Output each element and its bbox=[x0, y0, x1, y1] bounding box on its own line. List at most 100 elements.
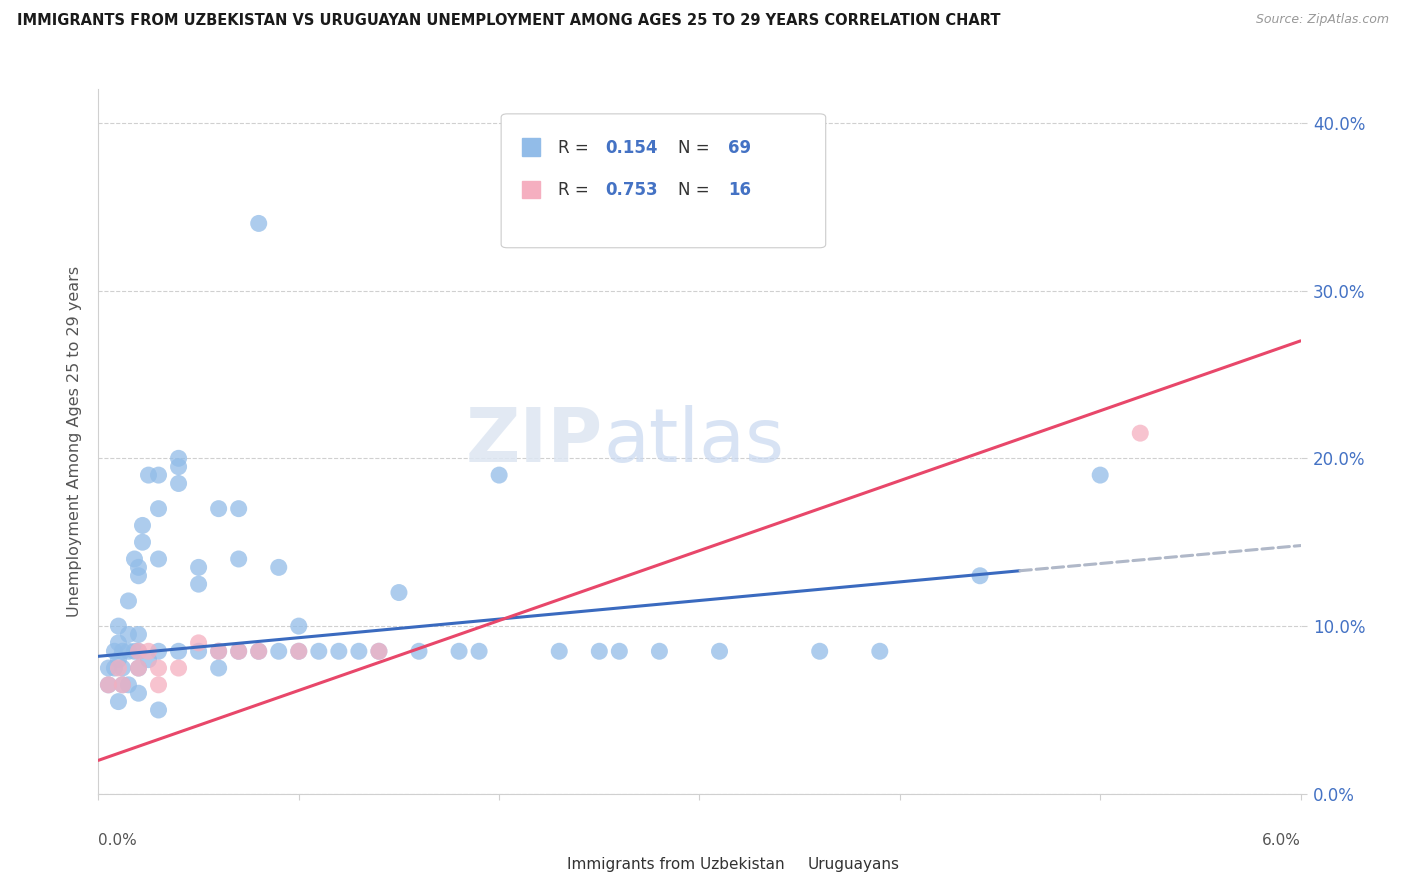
Point bbox=[124, 552, 146, 566]
Text: 0.753: 0.753 bbox=[606, 181, 658, 199]
Point bbox=[131, 535, 153, 549]
Point bbox=[347, 644, 370, 658]
Point bbox=[107, 619, 129, 633]
Point bbox=[969, 568, 991, 582]
Point bbox=[709, 644, 731, 658]
Point bbox=[267, 560, 290, 574]
Point bbox=[128, 644, 150, 658]
Point bbox=[208, 501, 231, 516]
Text: Source: ZipAtlas.com: Source: ZipAtlas.com bbox=[1256, 13, 1389, 27]
Point bbox=[228, 552, 250, 566]
Point bbox=[107, 653, 129, 667]
Point bbox=[97, 678, 120, 692]
Text: Uruguayans: Uruguayans bbox=[807, 857, 900, 871]
Point bbox=[128, 644, 150, 658]
Point bbox=[111, 678, 134, 692]
Point bbox=[111, 661, 134, 675]
Point bbox=[308, 644, 330, 658]
Point bbox=[167, 451, 190, 466]
Point bbox=[128, 560, 150, 574]
Point bbox=[388, 585, 411, 599]
Point bbox=[138, 653, 160, 667]
Point bbox=[609, 644, 631, 658]
FancyBboxPatch shape bbox=[531, 855, 558, 872]
Point bbox=[288, 619, 311, 633]
Point bbox=[148, 703, 170, 717]
Y-axis label: Unemployment Among Ages 25 to 29 years: Unemployment Among Ages 25 to 29 years bbox=[67, 266, 83, 617]
Point bbox=[328, 644, 350, 658]
Point bbox=[368, 644, 391, 658]
FancyBboxPatch shape bbox=[501, 114, 825, 248]
Point bbox=[288, 644, 311, 658]
Point bbox=[107, 636, 129, 650]
Point bbox=[187, 577, 209, 591]
Point bbox=[548, 644, 571, 658]
Point bbox=[228, 644, 250, 658]
Point bbox=[208, 644, 231, 658]
Point bbox=[128, 686, 150, 700]
Point bbox=[97, 661, 120, 675]
Point bbox=[128, 661, 150, 675]
Text: 16: 16 bbox=[728, 181, 751, 199]
Text: 6.0%: 6.0% bbox=[1261, 832, 1301, 847]
Point bbox=[107, 661, 129, 675]
Point bbox=[247, 644, 270, 658]
FancyBboxPatch shape bbox=[772, 855, 799, 872]
Point bbox=[167, 476, 190, 491]
Point bbox=[408, 644, 430, 658]
Text: atlas: atlas bbox=[603, 405, 785, 478]
Text: R =: R = bbox=[558, 181, 593, 199]
Point bbox=[117, 594, 139, 608]
Point bbox=[148, 661, 170, 675]
Point bbox=[1129, 426, 1152, 441]
FancyBboxPatch shape bbox=[522, 138, 540, 156]
Point bbox=[148, 644, 170, 658]
Point bbox=[124, 644, 146, 658]
Point bbox=[128, 661, 150, 675]
Point bbox=[167, 661, 190, 675]
Text: 0.0%: 0.0% bbox=[98, 832, 138, 847]
Point bbox=[228, 501, 250, 516]
Point bbox=[167, 644, 190, 658]
Text: Immigrants from Uzbekistan: Immigrants from Uzbekistan bbox=[567, 857, 785, 871]
Point bbox=[107, 695, 129, 709]
Point bbox=[187, 644, 209, 658]
Text: 69: 69 bbox=[728, 138, 751, 157]
Text: 0.154: 0.154 bbox=[606, 138, 658, 157]
Point bbox=[247, 644, 270, 658]
Point bbox=[1090, 468, 1112, 483]
Point bbox=[187, 636, 209, 650]
Point bbox=[111, 644, 134, 658]
Point bbox=[97, 678, 120, 692]
Text: IMMIGRANTS FROM UZBEKISTAN VS URUGUAYAN UNEMPLOYMENT AMONG AGES 25 TO 29 YEARS C: IMMIGRANTS FROM UZBEKISTAN VS URUGUAYAN … bbox=[17, 13, 1001, 29]
FancyBboxPatch shape bbox=[522, 181, 540, 198]
Point bbox=[167, 459, 190, 474]
Point bbox=[138, 644, 160, 658]
Point bbox=[228, 644, 250, 658]
Point bbox=[148, 501, 170, 516]
Point bbox=[208, 661, 231, 675]
Point bbox=[187, 560, 209, 574]
Point bbox=[869, 644, 891, 658]
Point bbox=[808, 644, 831, 658]
Point bbox=[648, 644, 671, 658]
Point bbox=[117, 644, 139, 658]
Point bbox=[148, 468, 170, 483]
Point bbox=[468, 644, 491, 658]
Text: N =: N = bbox=[678, 138, 714, 157]
Point bbox=[103, 661, 125, 675]
Point bbox=[148, 552, 170, 566]
Point bbox=[208, 644, 231, 658]
Text: R =: R = bbox=[558, 138, 593, 157]
Text: ZIP: ZIP bbox=[465, 405, 603, 478]
Point bbox=[488, 468, 510, 483]
Point bbox=[131, 518, 153, 533]
Point bbox=[247, 216, 270, 230]
Point bbox=[148, 678, 170, 692]
Point bbox=[103, 644, 125, 658]
Point bbox=[368, 644, 391, 658]
Point bbox=[111, 678, 134, 692]
Point bbox=[128, 627, 150, 641]
Point bbox=[117, 627, 139, 641]
Point bbox=[447, 644, 470, 658]
